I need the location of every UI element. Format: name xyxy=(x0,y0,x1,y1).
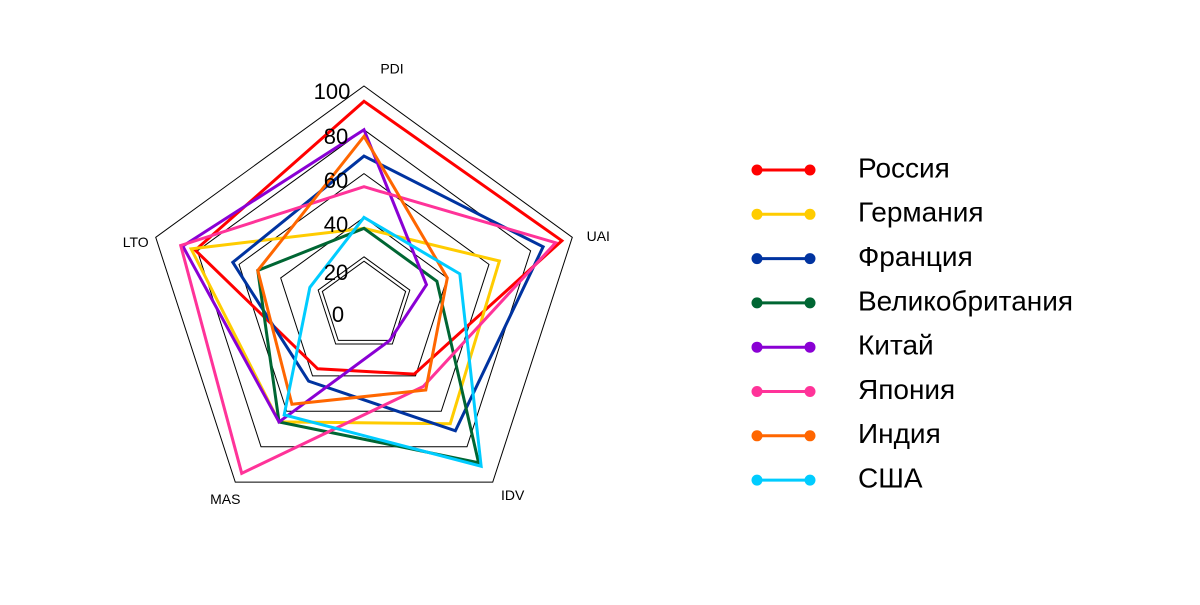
legend: Россия Германия Франция Великобритания Китай… xyxy=(751,152,1073,493)
legend-label: Россия xyxy=(858,152,950,183)
legend-marker-start xyxy=(751,164,763,176)
legend-marker-end xyxy=(804,297,816,309)
legend-label: Китай xyxy=(858,330,934,361)
tick-label-20: 20 xyxy=(324,260,348,285)
legend-label: Великобритания xyxy=(858,285,1073,316)
axis-label-mas: MAS xyxy=(210,491,240,507)
axis-label-lto: LTO xyxy=(123,234,149,250)
series-lines xyxy=(178,99,565,476)
axis-labels: PDI UAI IDV MAS LTO xyxy=(123,61,610,507)
grid-ring-inner xyxy=(317,256,411,345)
legend-label: США xyxy=(858,462,923,493)
legend-marker-start xyxy=(751,253,763,265)
legend-item-6: Индия xyxy=(751,418,941,449)
legend-label: Франция xyxy=(858,241,973,272)
tick-label-100: 100 xyxy=(314,79,351,104)
legend-item-7: США xyxy=(751,462,923,493)
legend-item-1: Германия xyxy=(751,197,984,228)
legend-marker-start xyxy=(751,341,763,353)
grid-ring-100 xyxy=(155,85,573,483)
series-line-7 xyxy=(282,215,483,469)
grid-ring-40 xyxy=(280,216,448,377)
legend-marker-end xyxy=(804,474,816,486)
legend-marker-start xyxy=(751,297,763,309)
legend-marker-start xyxy=(751,430,763,442)
legend-marker-end xyxy=(804,164,816,176)
legend-marker-start xyxy=(751,208,763,220)
radial-tick-labels: 0 20 40 60 80 100 xyxy=(314,79,351,327)
legend-item-4: Китай xyxy=(751,330,934,361)
legend-marker-end xyxy=(804,341,816,353)
tick-label-0: 0 xyxy=(332,302,344,327)
legend-marker-end xyxy=(804,253,816,265)
series-line-3 xyxy=(256,226,481,465)
axis-label-uai: UAI xyxy=(587,228,610,244)
legend-marker-end xyxy=(804,430,816,442)
legend-item-0: Россия xyxy=(751,152,950,183)
series-line-4 xyxy=(180,127,429,425)
legend-label: Индия xyxy=(858,418,941,449)
series-line-1 xyxy=(188,226,502,426)
legend-item-3: Великобритания xyxy=(751,285,1073,316)
tick-label-40: 40 xyxy=(324,212,348,237)
grid-ring-60 xyxy=(238,172,490,412)
axis-label-idv: IDV xyxy=(501,487,525,503)
legend-item-2: Франция xyxy=(751,241,973,272)
legend-marker-start xyxy=(751,386,763,397)
legend-item-5: Япония xyxy=(751,374,955,405)
legend-marker-end xyxy=(804,386,816,397)
grid-ring-20 xyxy=(321,260,407,341)
legend-label: Германия xyxy=(858,197,984,228)
legend-marker-start xyxy=(751,474,763,486)
series-line-0 xyxy=(193,99,565,376)
axis-label-pdi: PDI xyxy=(380,61,403,77)
series-line-5 xyxy=(178,185,559,476)
legend-marker-end xyxy=(804,208,816,220)
series-line-6 xyxy=(256,133,449,406)
tick-label-60: 60 xyxy=(324,168,348,193)
legend-label: Япония xyxy=(858,374,955,405)
tick-label-80: 80 xyxy=(324,124,348,149)
